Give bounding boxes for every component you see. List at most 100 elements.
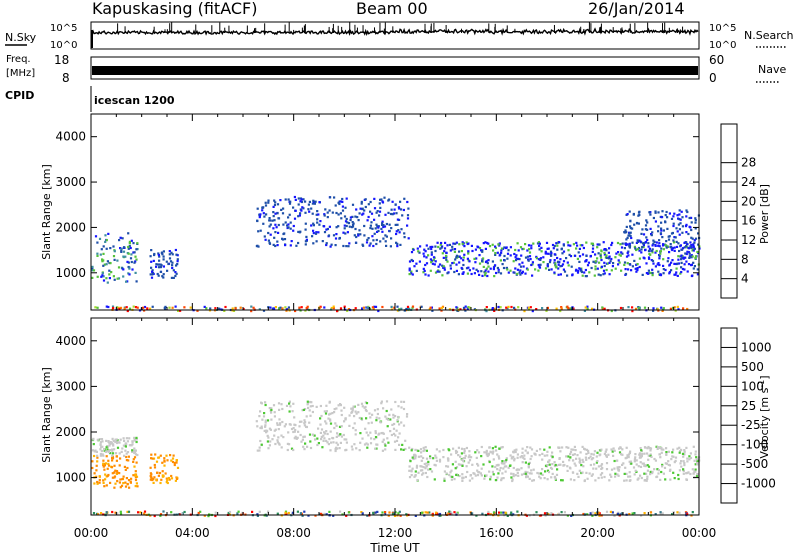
data-cell xyxy=(634,267,637,270)
data-cell xyxy=(115,470,119,473)
data-cell xyxy=(453,511,456,514)
panel-frame xyxy=(90,113,700,311)
nave-tick-top: 60 xyxy=(709,53,724,67)
data-cell xyxy=(118,239,121,242)
data-cell xyxy=(679,449,682,453)
data-cell xyxy=(335,424,338,427)
data-cell xyxy=(95,475,98,478)
data-cell xyxy=(360,417,363,420)
data-cell xyxy=(505,306,508,309)
data-cell xyxy=(567,244,570,247)
data-cell xyxy=(674,309,677,312)
data-cell xyxy=(289,221,292,224)
data-cell xyxy=(687,263,691,266)
data-cell xyxy=(481,249,484,252)
data-cell xyxy=(396,218,399,221)
data-cell xyxy=(683,241,686,244)
data-cell xyxy=(600,265,603,268)
data-cell xyxy=(458,255,461,258)
y-tick-label: 2000 xyxy=(55,220,86,234)
data-cell xyxy=(342,231,345,234)
data-cell xyxy=(381,220,384,223)
data-cell xyxy=(532,242,535,245)
data-cell xyxy=(379,421,382,424)
data-cell xyxy=(323,512,326,515)
data-cell xyxy=(165,260,168,263)
data-cell xyxy=(268,242,272,245)
data-cell xyxy=(110,466,114,469)
data-cell xyxy=(302,445,305,448)
data-cell xyxy=(104,450,107,453)
data-cell xyxy=(350,407,353,410)
data-cell xyxy=(287,198,290,201)
data-cell xyxy=(165,454,168,457)
data-cell xyxy=(378,210,382,213)
data-cell xyxy=(653,468,656,471)
data-cell xyxy=(693,247,696,250)
data-cell xyxy=(609,510,612,513)
data-cell xyxy=(394,434,397,437)
data-cell xyxy=(308,409,311,412)
data-cell xyxy=(500,477,503,480)
x-tick-label: 12:00 xyxy=(378,526,413,540)
data-cell xyxy=(330,306,333,310)
data-cell xyxy=(104,234,107,237)
data-cell xyxy=(662,229,665,232)
data-cell xyxy=(492,249,495,252)
data-cell xyxy=(618,253,621,256)
data-cell xyxy=(496,266,499,270)
data-cell xyxy=(683,449,686,452)
data-cell xyxy=(487,512,490,516)
data-cell xyxy=(308,400,312,404)
data-cell xyxy=(324,420,327,423)
data-cell xyxy=(677,262,680,265)
data-cell xyxy=(127,455,130,458)
data-cell xyxy=(341,200,344,203)
data-cell xyxy=(676,214,679,217)
data-cell xyxy=(445,258,448,261)
data-cell xyxy=(481,250,484,253)
data-cell xyxy=(113,250,116,253)
data-cell xyxy=(694,237,698,240)
data-cell xyxy=(105,511,108,514)
data-cell xyxy=(672,455,675,458)
data-cell xyxy=(633,512,636,515)
data-cell xyxy=(427,460,430,463)
data-cell xyxy=(231,307,234,310)
data-cell xyxy=(108,273,111,276)
data-cell xyxy=(385,400,389,403)
data-cell xyxy=(354,433,357,436)
data-cell xyxy=(398,432,401,435)
data-cell xyxy=(378,417,381,420)
data-cell xyxy=(670,458,673,461)
data-cell xyxy=(598,243,601,246)
data-cell xyxy=(340,425,343,428)
data-cell xyxy=(672,215,675,218)
data-cell xyxy=(488,446,491,449)
data-cell xyxy=(448,510,451,513)
data-cell xyxy=(434,454,437,457)
data-cell xyxy=(122,250,126,253)
data-cell xyxy=(537,241,540,244)
data-cell xyxy=(134,271,137,274)
data-cell xyxy=(391,200,394,203)
data-cell xyxy=(403,197,406,200)
data-cell xyxy=(400,406,403,409)
data-cell xyxy=(539,477,542,480)
data-cell xyxy=(366,446,369,449)
data-cell xyxy=(174,305,177,308)
data-cell xyxy=(96,438,99,441)
colorbar-tick-label: 4 xyxy=(741,272,749,286)
data-cell xyxy=(287,306,290,309)
data-cell xyxy=(170,251,173,254)
data-cell xyxy=(119,236,122,239)
data-cell xyxy=(597,476,600,480)
data-cell xyxy=(583,479,586,483)
data-cell xyxy=(510,305,513,309)
data-cell xyxy=(102,264,105,267)
data-cell xyxy=(320,435,323,438)
data-cell xyxy=(562,268,565,271)
data-cell xyxy=(605,448,608,451)
data-cell xyxy=(287,223,290,226)
data-cell xyxy=(353,415,356,418)
